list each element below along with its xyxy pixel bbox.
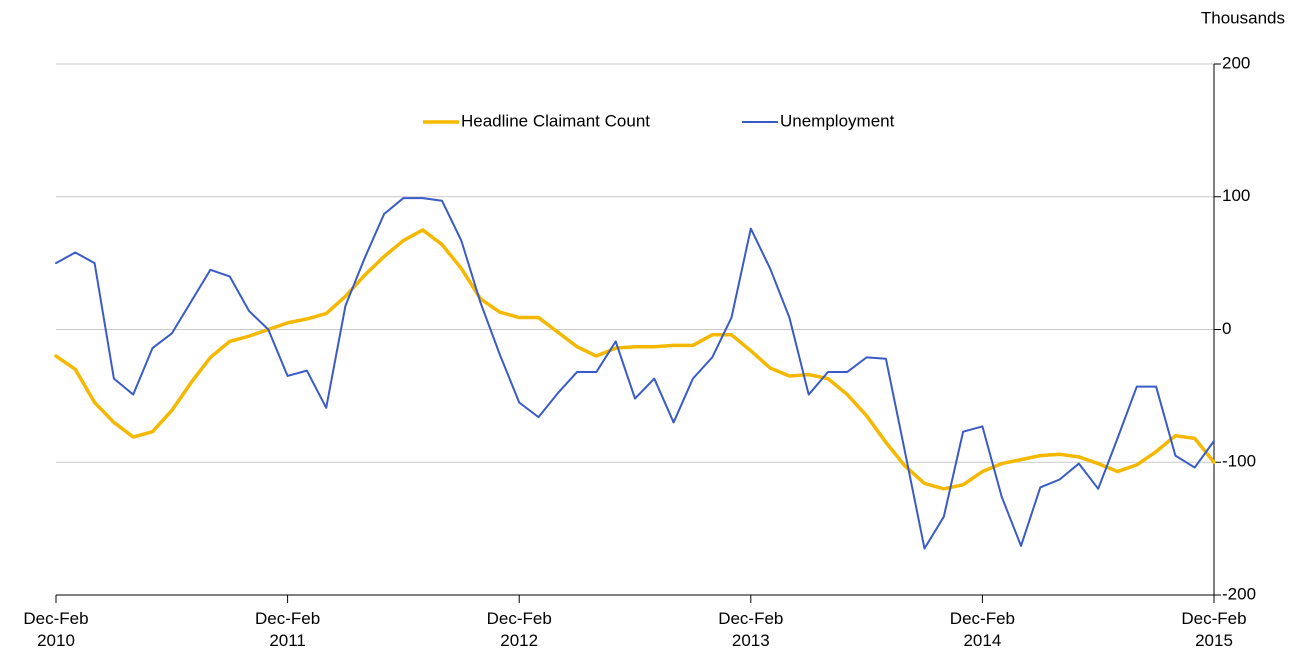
x-tick-label: Dec-Feb 2012 [486,609,552,650]
legend-label: Unemployment [780,111,895,130]
x-tick-label: Dec-Feb 2011 [255,609,321,650]
x-tick-label: Dec-Feb 2013 [718,609,784,650]
x-tick-label: Dec-Feb 2014 [949,609,1015,650]
x-tick-label: Dec-Feb 2015 [1181,609,1247,650]
y-tick-label: 100 [1222,186,1250,205]
y-unit: Thousands [1201,8,1285,27]
y-tick-label: 0 [1222,319,1231,338]
y-tick-label: -100 [1222,452,1256,471]
series-line [54,228,1216,491]
x-tick-label: Dec-Feb 2010 [23,609,89,650]
y-tick-label: 200 [1222,53,1250,72]
legend-label: Headline Claimant Count [461,111,650,130]
y-tick-label: -200 [1222,584,1256,603]
series-line [55,197,1215,550]
